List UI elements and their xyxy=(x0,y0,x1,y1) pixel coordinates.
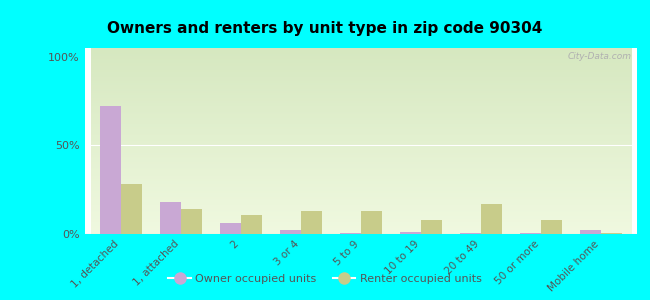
Bar xyxy=(520,233,541,234)
Bar xyxy=(99,106,120,234)
Bar xyxy=(159,202,181,234)
Bar xyxy=(361,211,382,234)
Bar xyxy=(481,204,502,234)
Bar xyxy=(460,233,481,234)
Bar xyxy=(280,230,301,234)
Text: Owners and renters by unit type in zip code 90304: Owners and renters by unit type in zip c… xyxy=(107,21,543,36)
Text: City-Data.com: City-Data.com xyxy=(567,52,632,61)
Legend: Owner occupied units, Renter occupied units: Owner occupied units, Renter occupied un… xyxy=(164,270,486,288)
Bar xyxy=(220,224,240,234)
Bar xyxy=(601,233,622,234)
Bar xyxy=(120,184,142,234)
Bar xyxy=(541,220,562,234)
Bar xyxy=(240,214,262,234)
Bar xyxy=(400,232,421,234)
Bar xyxy=(340,233,361,234)
Bar xyxy=(421,220,442,234)
Bar xyxy=(301,211,322,234)
Bar xyxy=(580,230,601,234)
Bar xyxy=(181,209,202,234)
